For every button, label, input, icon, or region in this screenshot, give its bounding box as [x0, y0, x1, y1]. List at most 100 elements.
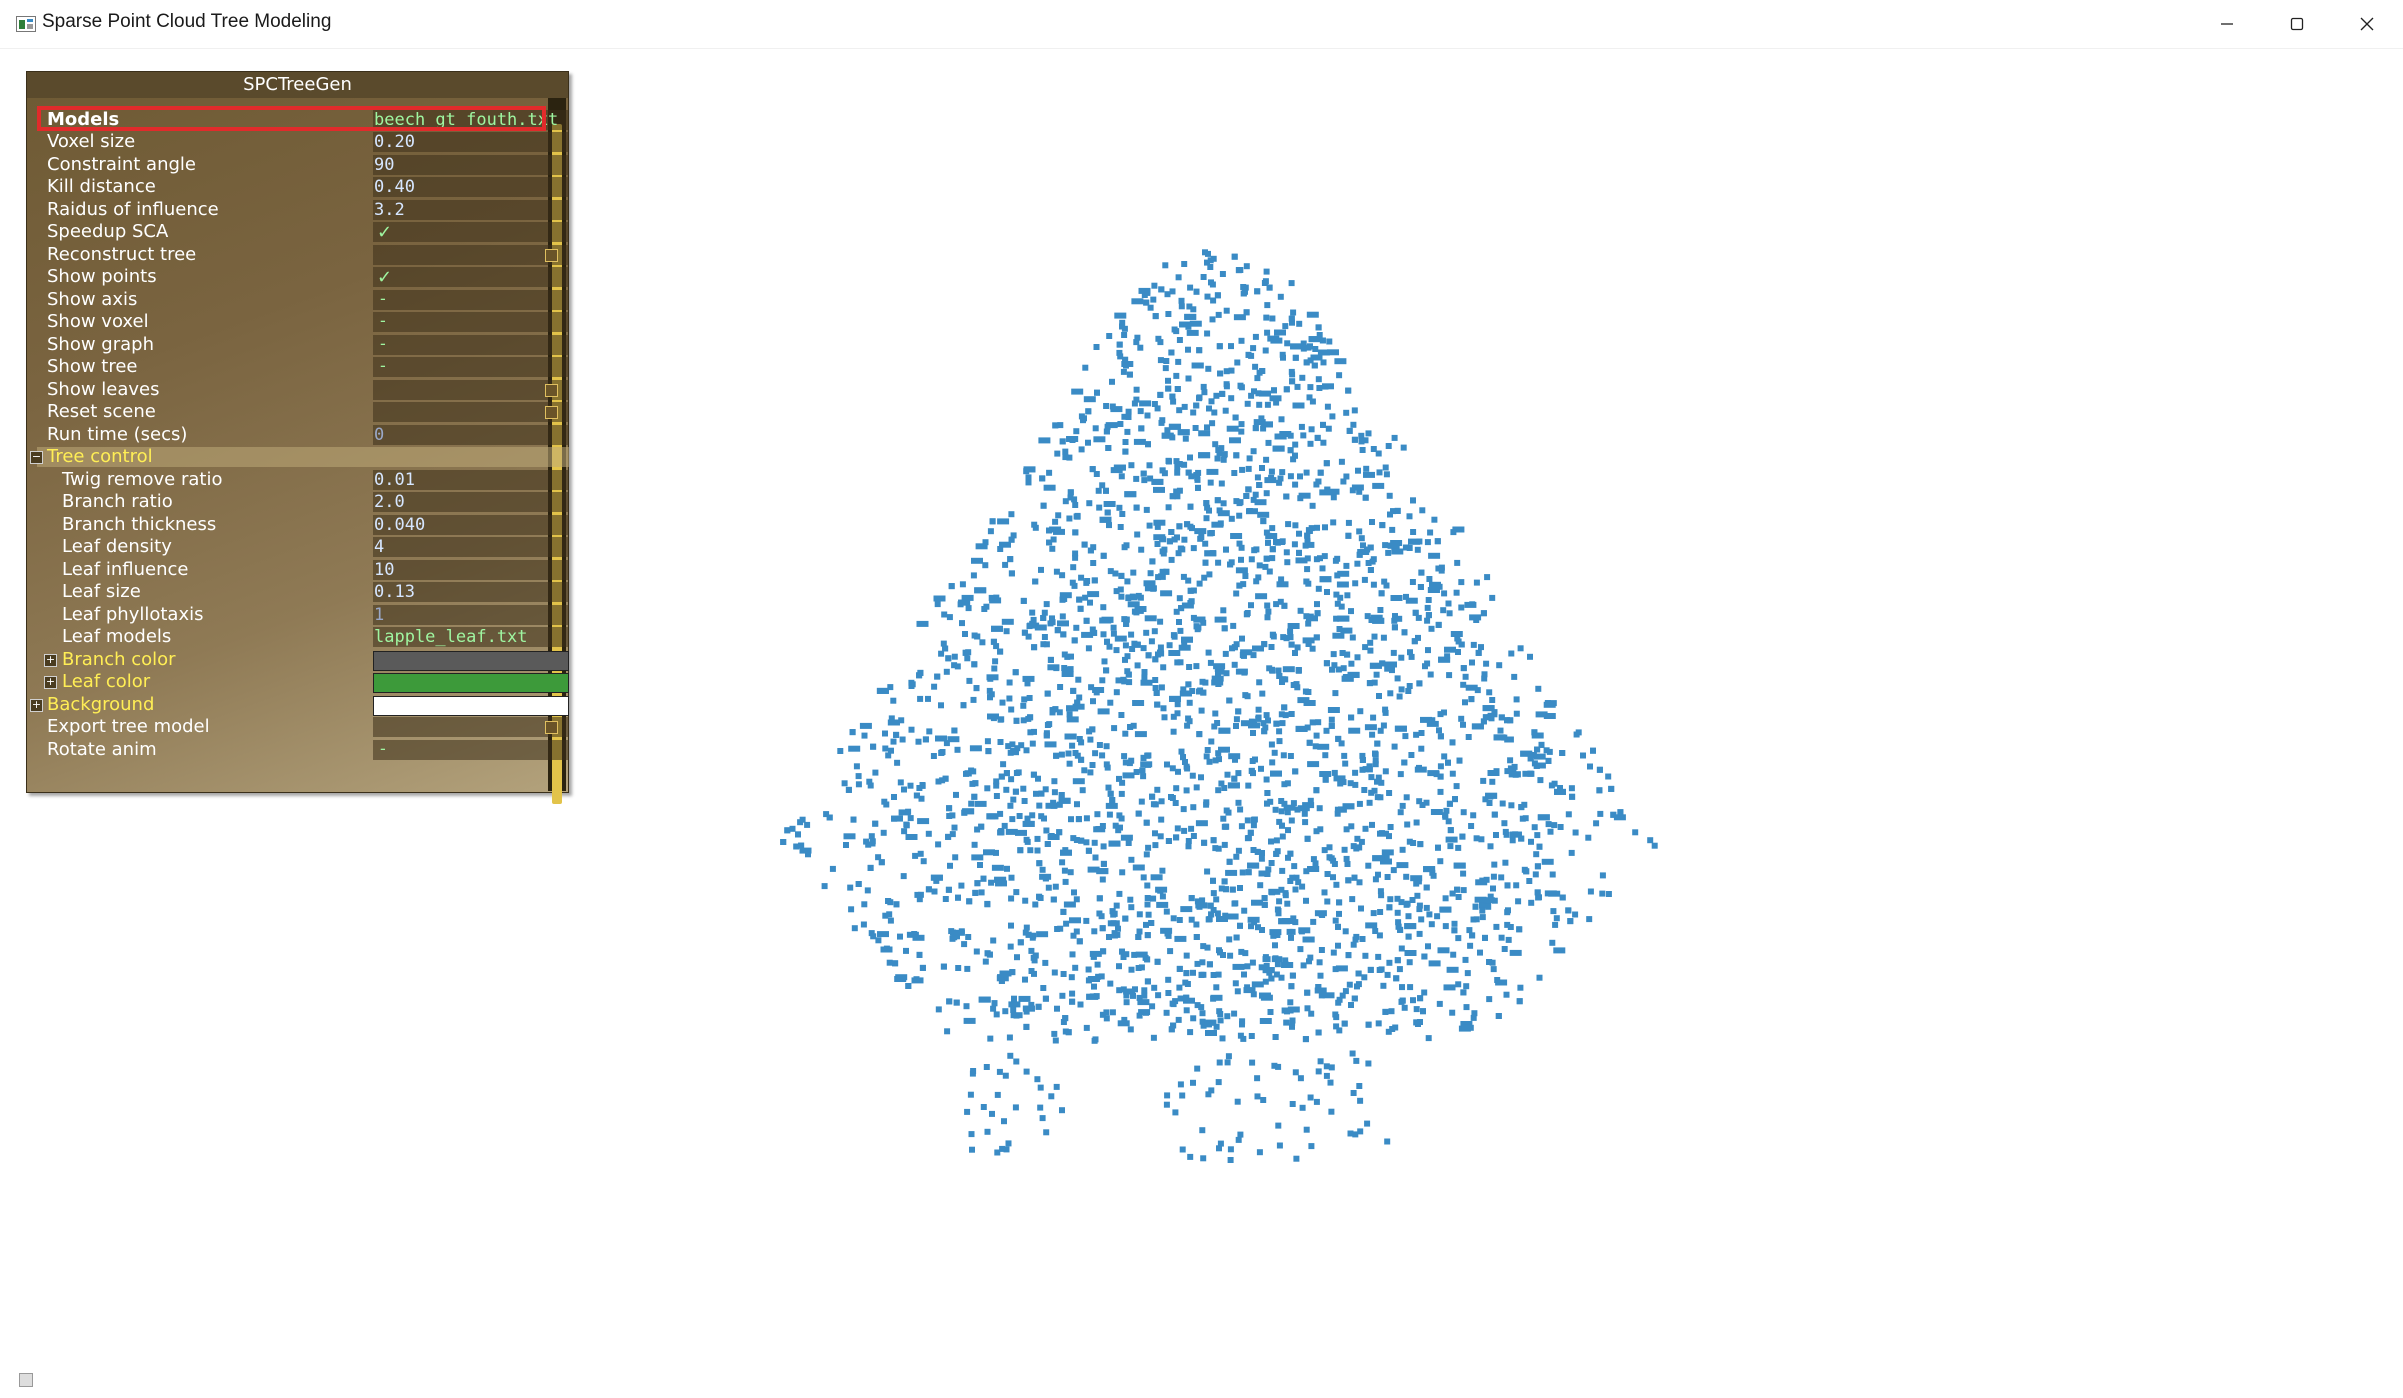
- expand-icon[interactable]: +: [44, 675, 57, 689]
- branch-ratio-value[interactable]: 2.0: [374, 492, 405, 512]
- row-label: Leaf color: [62, 671, 151, 692]
- rotate-anim-checkbox[interactable]: -: [380, 739, 386, 758]
- value-box: [373, 380, 569, 400]
- row-radius-influence[interactable]: Raidus of influence 3.2: [27, 199, 569, 221]
- row-reconstruct-tree[interactable]: Reconstruct tree: [27, 244, 569, 266]
- run-time-value: 0: [374, 425, 385, 445]
- group-label: Tree control: [47, 446, 153, 467]
- row-label: Leaf models: [62, 626, 172, 647]
- row-label: Leaf phyllotaxis: [62, 604, 204, 625]
- show-points-checkbox[interactable]: ✓: [377, 267, 393, 288]
- row-branch-thickness[interactable]: Branch thickness 0.040: [27, 514, 569, 536]
- row-leaf-density[interactable]: Leaf density 4: [27, 536, 569, 558]
- row-speedup-sca[interactable]: Speedup SCA ✓: [27, 221, 569, 243]
- row-reset-scene[interactable]: Reset scene: [27, 401, 569, 423]
- row-kill-distance[interactable]: Kill distance 0.40: [27, 176, 569, 198]
- background-color-swatch[interactable]: [373, 696, 569, 716]
- row-leaf-models[interactable]: Leaf models lapple_leaf.txt: [27, 626, 569, 648]
- tweak-panel[interactable]: SPCTreeGen Models beech_gt_fouth.txt Vox…: [26, 71, 569, 804]
- row-twig-remove-ratio[interactable]: Twig remove ratio 0.01: [27, 469, 569, 491]
- value-box: [373, 582, 569, 602]
- row-show-graph[interactable]: Show graph -: [27, 334, 569, 356]
- reconstruct-tree-button[interactable]: [545, 249, 558, 262]
- leaf-color-swatch[interactable]: [373, 673, 569, 693]
- branch-color-swatch[interactable]: [373, 651, 569, 671]
- value-box: [373, 312, 569, 332]
- row-constraint-angle[interactable]: Constraint angle 90: [27, 154, 569, 176]
- row-voxel-size[interactable]: Voxel size 0.20: [27, 131, 569, 153]
- 3d-viewport[interactable]: [0, 48, 2403, 1398]
- value-box: [373, 470, 569, 490]
- row-export-tree-model[interactable]: Export tree model: [27, 716, 569, 738]
- row-leaf-influence[interactable]: Leaf influence 10: [27, 559, 569, 581]
- row-leaf-phyllotaxis[interactable]: Leaf phyllotaxis 1: [27, 604, 569, 626]
- row-label: Export tree model: [47, 716, 210, 737]
- branch-thickness-value[interactable]: 0.040: [374, 515, 426, 535]
- row-label: Kill distance: [47, 176, 156, 197]
- row-label: Run time (secs): [47, 424, 188, 445]
- row-label: Branch ratio: [62, 491, 173, 512]
- row-label: Branch color: [62, 649, 176, 670]
- row-show-tree[interactable]: Show tree -: [27, 356, 569, 378]
- value-box: [373, 290, 569, 310]
- minimize-button[interactable]: [2192, 0, 2262, 48]
- value-box: [373, 110, 569, 130]
- row-label: Background: [47, 694, 155, 715]
- row-label: Leaf density: [62, 536, 172, 557]
- kill-distance-value[interactable]: 0.40: [374, 177, 415, 197]
- leaf-size-value[interactable]: 0.13: [374, 582, 415, 602]
- point-cloud[interactable]: [0, 48, 2403, 1398]
- models-value[interactable]: beech_gt_fouth.txt: [374, 110, 559, 130]
- row-show-points[interactable]: Show points ✓: [27, 266, 569, 288]
- value-box: [373, 177, 569, 197]
- row-label: Speedup SCA: [47, 221, 169, 242]
- row-leaf-color[interactable]: + Leaf color: [27, 671, 569, 693]
- twig-remove-ratio-value[interactable]: 0.01: [374, 470, 415, 490]
- row-show-axis[interactable]: Show axis -: [27, 289, 569, 311]
- window-title: Sparse Point Cloud Tree Modeling: [42, 11, 332, 32]
- row-rotate-anim[interactable]: Rotate anim -: [27, 739, 569, 761]
- collapse-icon[interactable]: −: [30, 450, 43, 464]
- value-box: [373, 515, 569, 535]
- show-graph-checkbox[interactable]: -: [380, 334, 386, 353]
- voxel-size-value[interactable]: 0.20: [374, 132, 415, 152]
- show-leaves-button[interactable]: [545, 384, 558, 397]
- row-branch-color[interactable]: + Branch color: [27, 649, 569, 671]
- row-leaf-size[interactable]: Leaf size 0.13: [27, 581, 569, 603]
- export-tree-model-button[interactable]: [545, 721, 558, 734]
- maximize-button[interactable]: [2262, 0, 2332, 48]
- row-branch-ratio[interactable]: Branch ratio 2.0: [27, 491, 569, 513]
- leaf-phyllotaxis-value[interactable]: 1: [374, 605, 385, 625]
- row-label: Reconstruct tree: [47, 244, 197, 265]
- show-voxel-checkbox[interactable]: -: [380, 311, 386, 330]
- status-icon: [19, 1373, 33, 1387]
- close-button[interactable]: [2332, 0, 2402, 48]
- value-box: [373, 402, 569, 422]
- value-box: [373, 245, 569, 265]
- row-show-leaves[interactable]: Show leaves: [27, 379, 569, 401]
- speedup-sca-checkbox[interactable]: ✓: [377, 222, 393, 243]
- row-label: Show points: [47, 266, 157, 287]
- value-box: [373, 627, 569, 647]
- row-models[interactable]: Models beech_gt_fouth.txt: [27, 109, 569, 131]
- show-axis-checkbox[interactable]: -: [380, 289, 386, 308]
- row-label: Show tree: [47, 356, 138, 377]
- value-box: [373, 492, 569, 512]
- row-label: Reset scene: [47, 401, 156, 422]
- radius-influence-value[interactable]: 3.2: [374, 200, 405, 220]
- expand-icon[interactable]: +: [30, 698, 43, 712]
- panel-title[interactable]: SPCTreeGen: [27, 72, 568, 98]
- leaf-influence-value[interactable]: 10: [374, 560, 395, 580]
- expand-icon[interactable]: +: [44, 653, 57, 667]
- constraint-angle-value[interactable]: 90: [374, 155, 395, 175]
- group-tree-control[interactable]: − Tree control: [27, 446, 569, 468]
- reset-scene-button[interactable]: [545, 406, 558, 419]
- row-show-voxel[interactable]: Show voxel -: [27, 311, 569, 333]
- value-box: [373, 605, 569, 625]
- leaf-models-value[interactable]: lapple_leaf.txt: [374, 627, 528, 647]
- value-box: [373, 537, 569, 557]
- row-background[interactable]: + Background: [27, 694, 569, 716]
- show-tree-checkbox[interactable]: -: [380, 356, 386, 375]
- leaf-density-value[interactable]: 4: [374, 537, 385, 557]
